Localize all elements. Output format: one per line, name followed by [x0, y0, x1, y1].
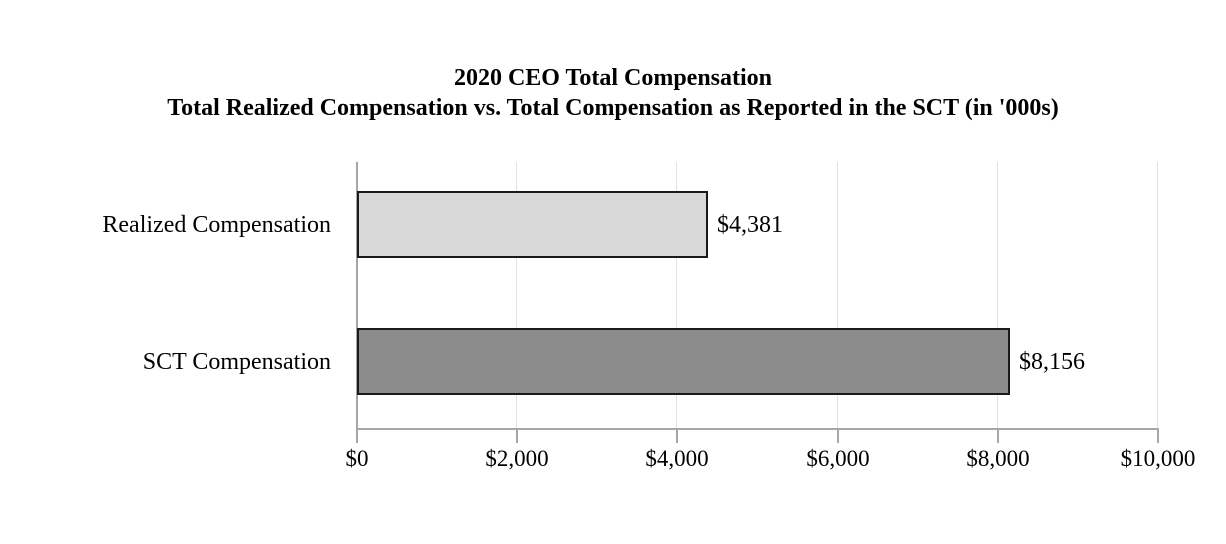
x-axis-tick-2000: [516, 430, 518, 443]
value-label-1: $8,156: [1019, 348, 1085, 375]
gridline-2000: [516, 162, 517, 429]
category-label-1: SCT Compensation: [142, 348, 331, 375]
x-axis-tick-label-8000: $8,000: [966, 446, 1030, 471]
value-label-0: $4,381: [717, 211, 783, 238]
x-axis-tick-label-2000: $2,000: [485, 446, 549, 471]
x-axis-line: [356, 428, 1159, 430]
plot-area: $0 $2,000 $4,000 $6,000 $8,000 $10,000 $4,381 $…: [346, 162, 1195, 471]
x-axis-tick-6000: [837, 430, 839, 443]
y-axis-line: [356, 162, 358, 430]
gridline-10000: [1157, 162, 1158, 429]
x-axis-tick-10000: [1157, 430, 1159, 443]
gridline-8000: [997, 162, 998, 429]
category-label-0: Realized Compensation: [102, 211, 331, 238]
x-axis-tick-8000: [997, 430, 999, 443]
x-axis-tick-0: [356, 430, 358, 443]
chart-subtitle: Total Realized Compensation vs. Total Co…: [167, 95, 1059, 121]
bar-sct-compensation: [357, 328, 1010, 395]
gridline-6000: [837, 162, 838, 429]
chart-title-block: 2020 CEO Total Compensation Total Realiz…: [0, 63, 1226, 123]
x-axis-tick-label-10000: $10,000: [1120, 446, 1196, 471]
chart-title: 2020 CEO Total Compensation: [453, 65, 773, 91]
x-axis-tick-4000: [676, 430, 678, 443]
gridline-4000: [676, 162, 677, 429]
x-axis-tick-label-4000: $4,000: [645, 446, 709, 471]
x-axis-tick-label-0: $0: [345, 446, 369, 471]
x-axis-tick-label-6000: $6,000: [806, 446, 870, 471]
bar-realized-compensation: [357, 191, 708, 258]
